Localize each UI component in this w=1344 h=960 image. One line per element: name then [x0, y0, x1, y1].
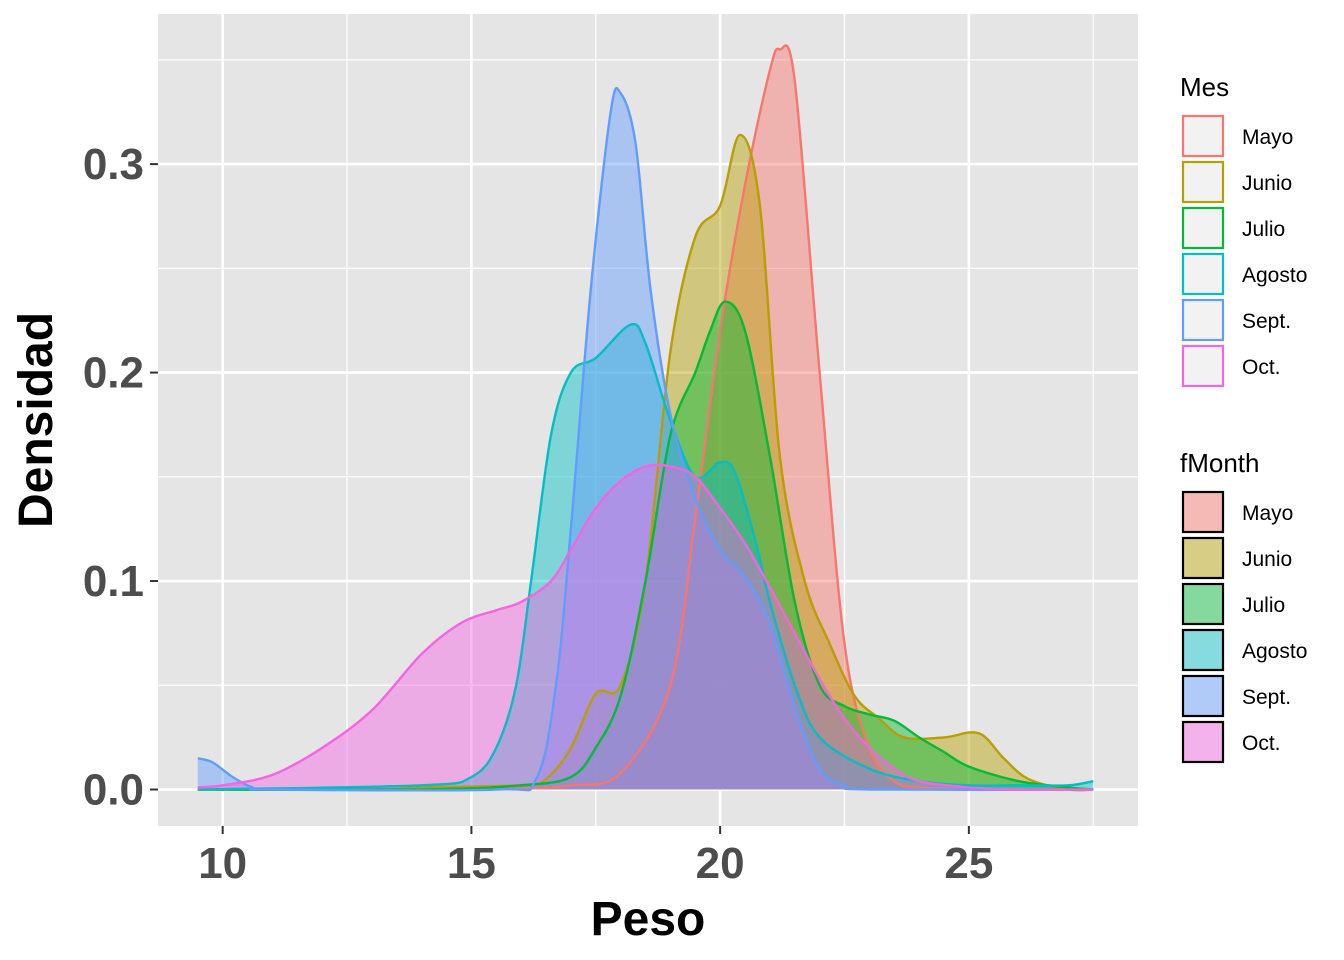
x-tick-label: 15: [447, 839, 496, 888]
legend-key-background: [1182, 721, 1224, 763]
legend-key: [1181, 582, 1225, 626]
legend-label: Mayo: [1242, 126, 1293, 149]
legend-key-background: [1182, 629, 1224, 671]
legend-key-background: [1182, 675, 1224, 717]
legend-key-background: [1182, 537, 1224, 579]
density-line-oct: [197, 463, 1094, 791]
legend-label: Sept.: [1242, 686, 1291, 709]
density-line-julio: [197, 300, 1094, 792]
x-tick-label: 25: [944, 839, 993, 888]
legend-label: Agosto: [1242, 264, 1307, 287]
legend-key: [1181, 720, 1225, 764]
legend-key-background: [1182, 583, 1224, 625]
density-line-sept: [197, 87, 1094, 792]
density-line-junio: [197, 133, 1094, 792]
density-line-mayo: [197, 44, 1094, 791]
legend-key: [1181, 536, 1225, 580]
legend-label: Oct.: [1242, 356, 1281, 379]
axis-ticks: [150, 163, 970, 834]
legend-key-background: [1182, 491, 1224, 533]
y-tick-label: 0.3: [83, 140, 144, 189]
x-tick-label: 20: [696, 839, 745, 888]
legend-fmonth: fMonth Mayo Junio Julio Agosto Sept. Oct.: [1180, 448, 1307, 764]
y-tick-label: 0.1: [83, 557, 144, 606]
legend-label: Sept.: [1242, 310, 1291, 333]
grid-minor: [158, 14, 1138, 826]
legend-label: Julio: [1242, 218, 1285, 241]
legend-key: [1181, 160, 1225, 204]
density-area-julio: [197, 301, 1094, 790]
density-areas: [197, 45, 1094, 791]
legend-key: [1181, 252, 1225, 296]
x-axis-title: Peso: [591, 893, 706, 946]
density-area-junio: [197, 134, 1094, 791]
legend-label: Junio: [1242, 548, 1292, 571]
legend-label: Agosto: [1242, 640, 1307, 663]
density-lines: [197, 44, 1094, 792]
legend-key: [1181, 628, 1225, 672]
x-tick-labels: 10 15 20 25: [198, 839, 993, 888]
legend-mes: Mes Mayo Junio Julio Agosto Sept. Oct.: [1180, 72, 1307, 388]
y-tick-labels: 0.0 0.1 0.2 0.3: [83, 140, 144, 814]
density-area-sept: [197, 88, 1094, 791]
x-tick-label: 10: [198, 839, 247, 888]
legend-title: fMonth: [1180, 448, 1260, 478]
plot-panel: [158, 14, 1138, 826]
legend-label: Julio: [1242, 594, 1285, 617]
legend-label: Mayo: [1242, 502, 1293, 525]
density-area-agosto: [197, 324, 1094, 790]
legend-title: Mes: [1180, 72, 1229, 102]
legend-key: [1181, 490, 1225, 534]
y-tick-label: 0.2: [83, 349, 144, 398]
legend-label: Junio: [1242, 172, 1292, 195]
legend-label: Oct.: [1242, 732, 1281, 755]
legends: Mes Mayo Junio Julio Agosto Sept. Oct. fMonth Ma…: [1180, 72, 1307, 764]
legend-key: [1181, 206, 1225, 250]
legend-key: [1181, 674, 1225, 718]
legend-key: [1181, 298, 1225, 342]
y-axis-title: Densidad: [10, 312, 63, 528]
density-area-oct: [197, 464, 1094, 790]
grid-major: [158, 14, 1138, 826]
y-tick-label: 0.0: [83, 766, 144, 815]
legend-key: [1181, 114, 1225, 158]
legend-key: [1181, 344, 1225, 388]
